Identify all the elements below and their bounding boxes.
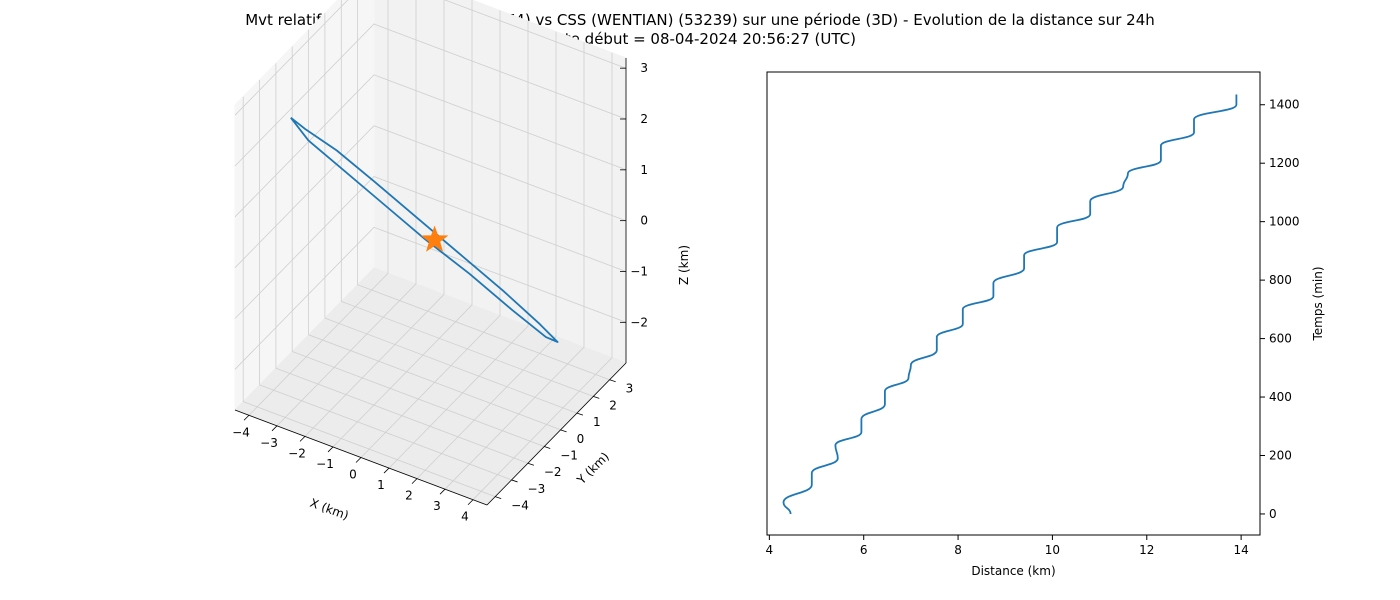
y-tick-label: 800 xyxy=(1269,273,1292,287)
x-tick xyxy=(299,436,306,442)
y-tick xyxy=(511,479,518,483)
grid-line-z xyxy=(234,74,627,218)
y-tick xyxy=(576,412,584,416)
grid-line-x xyxy=(304,0,445,437)
x-tick xyxy=(327,446,334,453)
y-tick xyxy=(593,396,600,399)
grid-line-x xyxy=(388,21,529,469)
x-tick xyxy=(243,414,250,421)
y-tick-label: −4 xyxy=(511,499,529,513)
z-tick-label: 3 xyxy=(640,61,648,75)
grid-line-z xyxy=(234,176,627,319)
grid-line-y xyxy=(259,79,512,481)
y-tick-label: 1000 xyxy=(1269,215,1300,229)
origin-star-marker xyxy=(420,225,449,252)
z-tick-label: −2 xyxy=(630,315,648,329)
x-axis-label: Distance (km) xyxy=(971,564,1055,578)
grid-line-x xyxy=(416,31,557,479)
x-tick-label: −1 xyxy=(316,457,334,471)
grid-line-z xyxy=(234,125,627,268)
grid-line-x xyxy=(360,10,501,458)
y-tick-label: 400 xyxy=(1269,390,1292,404)
distance-line xyxy=(782,94,1238,515)
grid-line-y xyxy=(242,96,496,497)
y-tick-label: −3 xyxy=(528,482,546,496)
y-tick-label: 200 xyxy=(1269,448,1292,462)
x-tick xyxy=(439,488,446,495)
y-axis-line xyxy=(486,362,627,506)
grid-line-z xyxy=(234,23,627,167)
y-tick-label: 600 xyxy=(1269,332,1292,346)
grid-line-z xyxy=(234,0,627,116)
x-tick-label: 4 xyxy=(461,510,469,524)
z-tick-label: 2 xyxy=(640,112,648,126)
y-tick xyxy=(495,496,502,500)
x-tick-label: 1 xyxy=(377,478,385,492)
y-tick-label: 0 xyxy=(577,432,585,446)
y-tick xyxy=(560,429,567,433)
x-tick-label: 3 xyxy=(433,499,441,513)
grid-line-y xyxy=(340,0,594,397)
x-tick-label: −3 xyxy=(260,436,278,450)
grid-line-x xyxy=(332,0,473,448)
y-tick xyxy=(527,462,535,466)
y-tick-label: 1400 xyxy=(1269,98,1300,112)
y-tick-label: 2 xyxy=(609,398,617,412)
y-tick-label: 1200 xyxy=(1269,156,1300,170)
y-tick-label: 1 xyxy=(593,415,601,429)
z-axis-label: Z (km) xyxy=(677,245,691,285)
grid-line-z xyxy=(234,226,627,370)
y-tick xyxy=(609,379,616,383)
z-tick-label: −1 xyxy=(630,265,648,279)
y-tick-label: 0 xyxy=(1269,507,1277,521)
grid-line-x xyxy=(276,0,417,427)
z-tick-label: 1 xyxy=(640,163,648,177)
x-tick-label: 14 xyxy=(1233,543,1248,557)
x-tick-label: 10 xyxy=(1045,543,1060,557)
plot-frame xyxy=(766,71,1261,536)
y-tick-label: 3 xyxy=(626,382,634,396)
x-tick-label: 12 xyxy=(1139,543,1154,557)
grid-line-y xyxy=(291,46,545,447)
y-tick-label: −2 xyxy=(544,465,562,479)
y-tick-label: −1 xyxy=(560,449,578,463)
x-tick xyxy=(355,457,362,463)
y-axis-label: Temps (min) xyxy=(1311,266,1325,341)
x-tick-label: 8 xyxy=(954,543,962,557)
trajectory-line xyxy=(290,116,559,343)
grid-line-x xyxy=(444,42,585,490)
grid-line-y xyxy=(324,13,578,414)
x-tick-label: 6 xyxy=(860,543,868,557)
axes-3d xyxy=(234,58,627,506)
x-tick xyxy=(383,467,390,474)
grid-line-y xyxy=(357,0,610,381)
z-tick-label: 0 xyxy=(640,214,648,228)
x-tick-label: 2 xyxy=(405,489,413,503)
chart-title-line2: Date début = 08-04-2024 20:56:27 (UTC) xyxy=(544,30,856,48)
x-tick xyxy=(271,425,278,432)
x-tick xyxy=(411,478,418,484)
y-tick xyxy=(544,446,551,449)
x-tick-label: −4 xyxy=(232,425,250,439)
grid-line-y xyxy=(275,63,529,464)
grid-line-x xyxy=(472,52,613,500)
x-tick-label: −2 xyxy=(288,446,306,460)
x-tick xyxy=(467,499,474,506)
x-tick-label: 4 xyxy=(766,543,774,557)
x-tick-label: 0 xyxy=(349,468,357,482)
grid-line-x xyxy=(248,0,389,416)
